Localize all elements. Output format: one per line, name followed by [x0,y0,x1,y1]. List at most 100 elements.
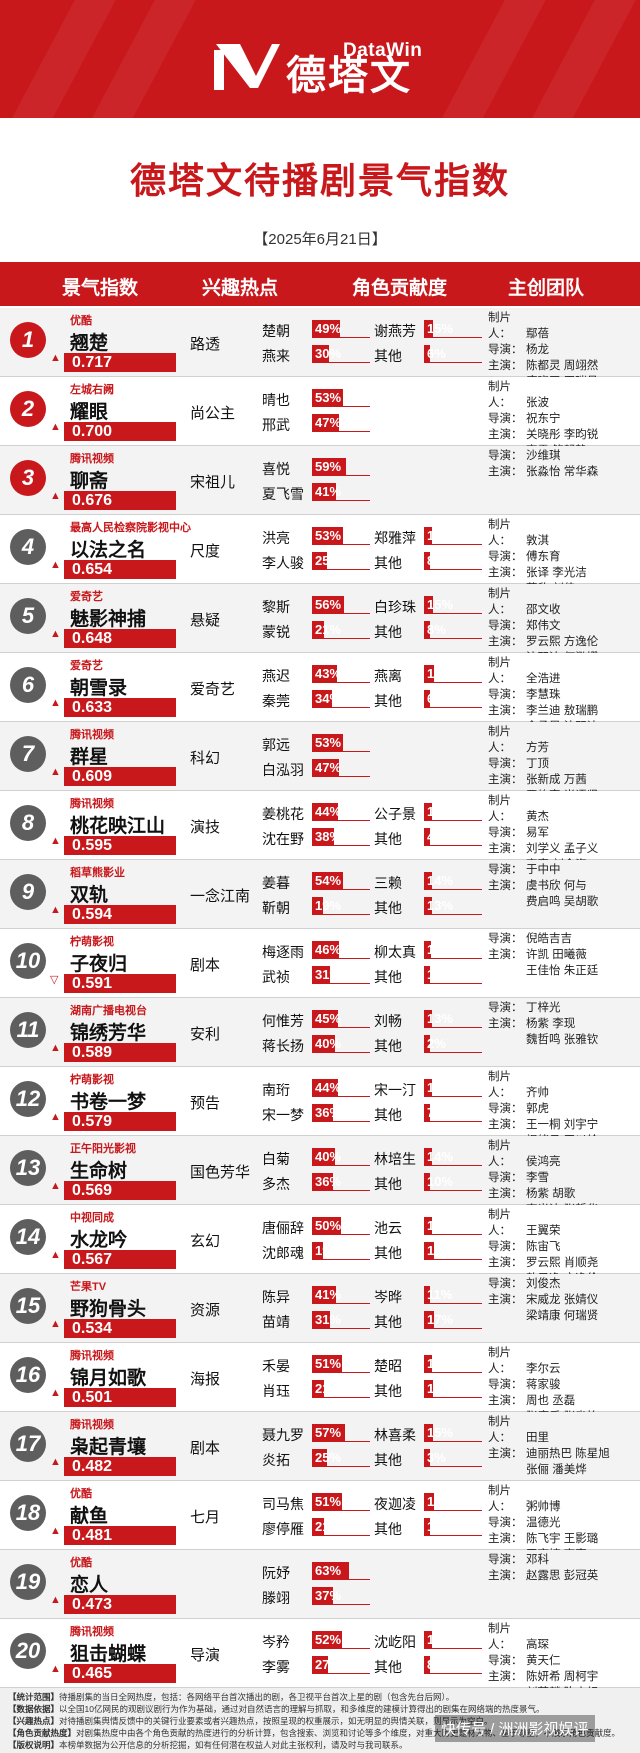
role-name: 黎斯 [262,599,290,615]
rank-badge: 12 [8,1079,48,1119]
score-bar [64,905,176,924]
rank-number: 20 [15,1638,41,1663]
team-names: 李尔云 [526,1363,561,1375]
role-share-value: 12% [427,942,454,957]
platform-label: 爱奇艺 [70,591,103,603]
logo-english-text: DataWin [343,40,423,61]
role-name: 其他 [374,1107,402,1123]
team-names: 黄天仁 [526,1655,561,1667]
score-value: 0.654 [72,561,113,578]
trend-up-icon: ▲ [50,559,61,571]
role-share-bar: 11% [424,1286,482,1304]
role-share-bar: 44% [312,803,370,821]
role-name: 三赖 [374,875,402,891]
role-share-bar: 51% [312,1355,370,1373]
role-name: 陈异 [262,1289,290,1305]
team-names: 陈宙飞 [526,1241,561,1253]
role-name: 其他 [374,1521,402,1537]
role-share-bar: 41% [312,1286,370,1304]
role-share-value: 13% [427,1011,454,1026]
hotspot-keyword: 路透 [190,336,221,353]
team-line: 主演： 罗云熙 肖顺尧 [488,1255,638,1271]
report-date: 【2025年6月21日】 [253,231,387,248]
platform-label: 腾讯视频 [70,1419,114,1431]
team-names: 张译 李光洁 [526,567,587,579]
team-names: 陈飞宇 王影璐 [526,1533,599,1545]
role-name: 其他 [374,1314,402,1330]
rank-number: 10 [15,948,41,973]
team-role-label: 制片人： [488,1416,511,1444]
role-share-value: 34% [315,691,342,706]
role-share-bar: 8% [424,621,482,639]
score-bar [64,1457,176,1476]
platform-label: 优酷 [70,315,92,327]
platform-label: 正午阳光影视 [70,1143,136,1155]
role-share-value: 19% [315,898,342,913]
team-names: 郑伟文 [526,620,561,632]
role-share-value: 13% [427,1356,454,1371]
role-share-bar: 11% [424,966,482,984]
show-title: 翘楚 [70,333,109,354]
role-share-value: 40% [315,1149,342,1164]
team-names: 高琛 [526,1639,549,1651]
role-share-bar: 3% [424,1449,482,1467]
team-line: 制片人： 粥帅博 [488,1483,638,1515]
show-title: 枭起青壤 [70,1437,147,1458]
score-value: 0.481 [72,1527,113,1544]
score-bar [64,491,176,510]
score-value: 0.589 [72,1044,113,1061]
team-names: 周也 丞磊 [526,1395,576,1407]
team-names-continued: 梁靖康 何瑞贤 [526,1310,599,1322]
logo-mark-icon [214,44,280,90]
trend-up-icon: ▲ [50,1456,61,1468]
trend-down-icon: ▽ [50,974,59,986]
role-share-bar: 6% [424,690,482,708]
role-share-bar: 15% [424,1380,482,1398]
role-share-value: 11% [427,1287,453,1302]
role-share-value: 17% [427,1494,454,1509]
hotspot-keyword: 演技 [190,819,221,836]
score-bar [64,353,176,372]
role-share-value: 53% [315,528,342,543]
role-share-bar: 13% [424,1079,482,1097]
role-share-bar: 8% [424,1656,482,1674]
score-bar [64,1388,176,1407]
trend-up-icon: ▲ [50,1180,61,1192]
score-bar [64,629,176,648]
rank-number: 16 [15,1362,41,1387]
show-title: 朝雪录 [70,678,128,699]
footnote-text: 本榜单数据为公开信息的分析挖掘，如有任何潜在权益人对此主张权利，请及时与我司联系… [59,1740,408,1750]
team-names: 罗云熙 方逸伦 [526,636,599,648]
trend-up-icon: ▲ [50,1042,61,1054]
role-share-bar: 52% [312,1631,370,1649]
role-name: 白泓羽 [262,762,304,778]
role-share-bar: 43% [312,665,370,683]
hotspot-keyword: 一念江南 [190,888,251,905]
team-names: 丁梓光 [526,1002,561,1014]
column-header-hotspot: 兴趣热点 [202,278,279,299]
role-name: 燕迟 [262,668,290,684]
role-share-bar: 15% [424,320,482,338]
role-share-value: 11% [427,967,453,982]
role-name: 其他 [374,900,402,916]
rank-badge: 9 [8,872,48,912]
team-names: 温德光 [526,1517,561,1529]
team-role-label: 导演： [488,864,523,876]
role-name: 其他 [374,969,402,985]
team-line: 主演： 赵露思 彭冠英 [488,1568,638,1584]
role-share-value: 21% [315,1381,342,1396]
platform-label: 优酷 [70,1557,92,1569]
score-bar [64,1664,176,1683]
hotspot-keyword: 剧本 [190,1440,221,1457]
column-header-team: 主创团队 [508,278,585,299]
team-role-label: 制片人： [488,588,511,616]
team-line: 导演： 傅东育 [488,549,638,565]
team-role-label: 主演： [488,880,523,892]
rank-number: 2 [21,396,35,421]
ranking-row: 14 ▲ 中视同成 水龙吟 0.567 玄幻 唐俪辞 50% 沈郎魂 19% 池云 14% 其他 17% 制… [0,1205,640,1285]
team-role-label: 主演： [488,1448,523,1460]
role-share-value: 31% [315,1312,342,1327]
role-name: 滕翊 [262,1590,290,1606]
team-names: 黄杰 [526,811,549,823]
team-role-label: 主演： [488,843,523,855]
